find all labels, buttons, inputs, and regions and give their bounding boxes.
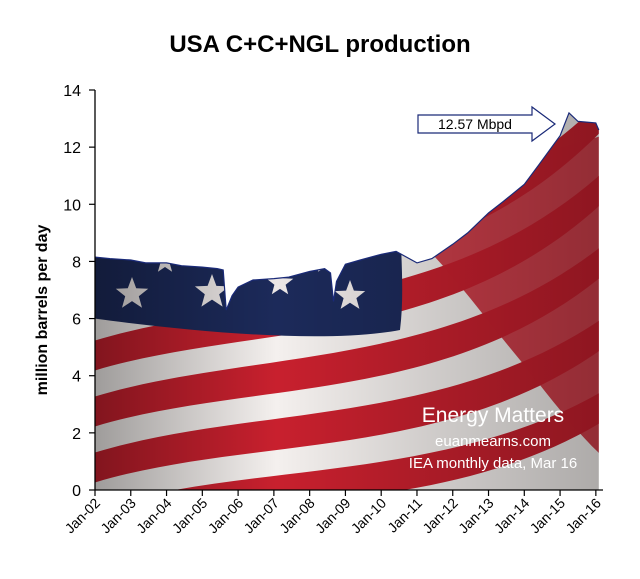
x-tick-label: Jan-08 <box>276 495 318 537</box>
y-tick-label: 2 <box>72 426 81 443</box>
x-tick-label: Jan-10 <box>348 495 390 537</box>
x-tick-label: Jan-03 <box>97 495 139 537</box>
x-tick-label: Jan-04 <box>133 495 175 537</box>
brand-site: euanmearns.com <box>435 433 551 450</box>
y-ticks: 0 2 4 6 8 10 12 14 <box>63 83 95 500</box>
x-tick-label: Jan-02 <box>62 495 104 537</box>
callout-label: 12.57 Mbpd <box>438 116 512 132</box>
brand-title: Energy Matters <box>422 404 564 427</box>
y-tick-label: 12 <box>63 140 81 157</box>
callout-arrow <box>417 105 557 143</box>
x-tick-label: Jan-12 <box>419 495 461 537</box>
x-tick-label: Jan-16 <box>562 495 604 537</box>
axes <box>94 90 603 491</box>
x-tick-label: Jan-15 <box>527 495 569 537</box>
brand-source: IEA monthly data, Mar 16 <box>409 455 577 472</box>
x-tick-label: Jan-09 <box>312 495 354 537</box>
y-tick-label: 6 <box>72 312 81 329</box>
y-tick-label: 10 <box>63 197 81 214</box>
y-tick-label: 14 <box>63 83 81 100</box>
production-line <box>94 111 600 311</box>
callout: 12.57 Mbpd <box>417 105 557 143</box>
x-tick-label: Jan-06 <box>205 495 247 537</box>
flag-shading <box>95 112 599 490</box>
x-tick-label: Jan-11 <box>384 495 425 536</box>
x-tick-label: Jan-05 <box>169 495 211 537</box>
x-ticks: Jan-02Jan-03Jan-04Jan-05Jan-06Jan-07Jan-… <box>62 490 604 537</box>
x-tick-label: Jan-13 <box>455 495 497 537</box>
x-tick-label: Jan-07 <box>240 495 282 537</box>
y-tick-label: 8 <box>72 254 81 271</box>
chart-title: USA C+C+NGL production <box>169 31 470 58</box>
y-axis-label: million barrels per day <box>34 225 51 396</box>
y-tick-label: 4 <box>72 369 81 386</box>
x-tick-label: Jan-14 <box>491 495 533 537</box>
y-tick-label: 0 <box>72 483 81 500</box>
flag-star <box>233 250 257 272</box>
